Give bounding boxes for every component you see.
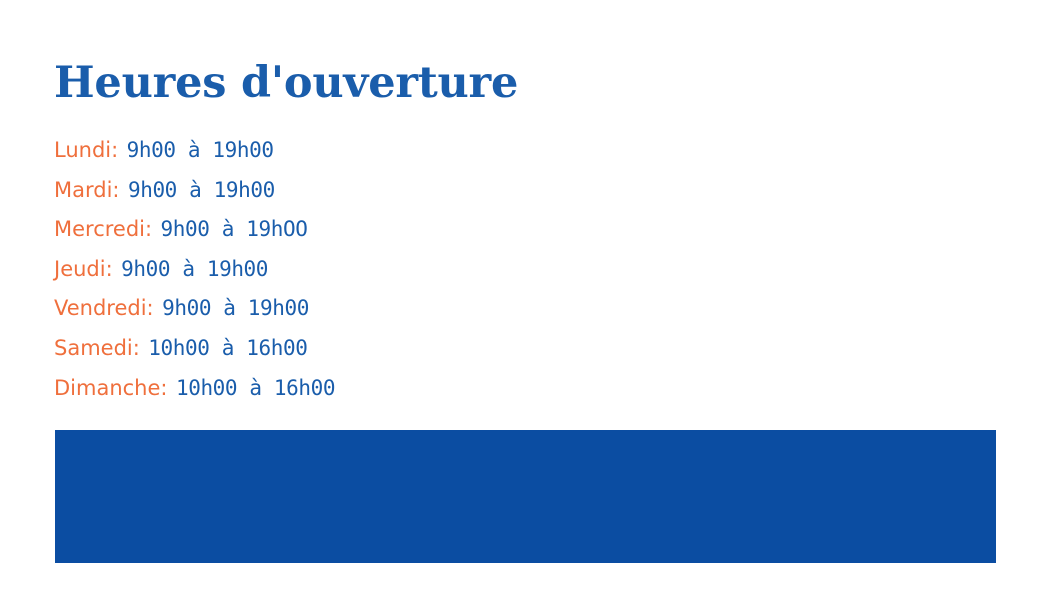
day-hours: 9h00 à 19h00 [127,177,275,202]
day-hours: 9h00 à 19hOO [160,217,308,242]
day-hours: 10h00 à 16h00 [148,335,308,360]
day-hours: 9h00 à 19h00 [126,138,274,162]
day-label: Lundi: [54,138,119,162]
day-label: Jeudi: [54,256,113,281]
day-label: Mercredi: [54,217,153,242]
opening-hours-list: Lundi: 9h00 à 19h00 Mardi: 9h00 à 19h00 … [54,131,336,409]
list-item: Mardi: 9h00 à 19h00 [54,171,335,211]
page-title: Heures d'ouverture [54,58,519,108]
day-label: Mardi: [54,177,120,202]
list-item: Samedi: 10h00 à 16h00 [54,329,335,369]
list-item: Mercredi: 9h00 à 19hOO [54,210,335,250]
list-item: Jeudi: 9h00 à 19h00 [54,250,335,290]
day-hours: 9h00 à 19h00 [121,256,269,281]
day-label: Samedi: [54,335,140,360]
day-label: Vendredi: [54,296,154,321]
bottom-banner [55,430,996,563]
list-item: Lundi: 9h00 à 19h00 [54,131,335,171]
day-label: Dimanche: [54,375,168,400]
list-item: Vendredi: 9h00 à 19h00 [54,289,335,329]
day-hours: 10h00 à 16h00 [175,375,336,400]
day-hours: 9h00 à 19h00 [162,296,310,321]
list-item: Dimanche: 10h00 à 16h00 [54,369,336,409]
